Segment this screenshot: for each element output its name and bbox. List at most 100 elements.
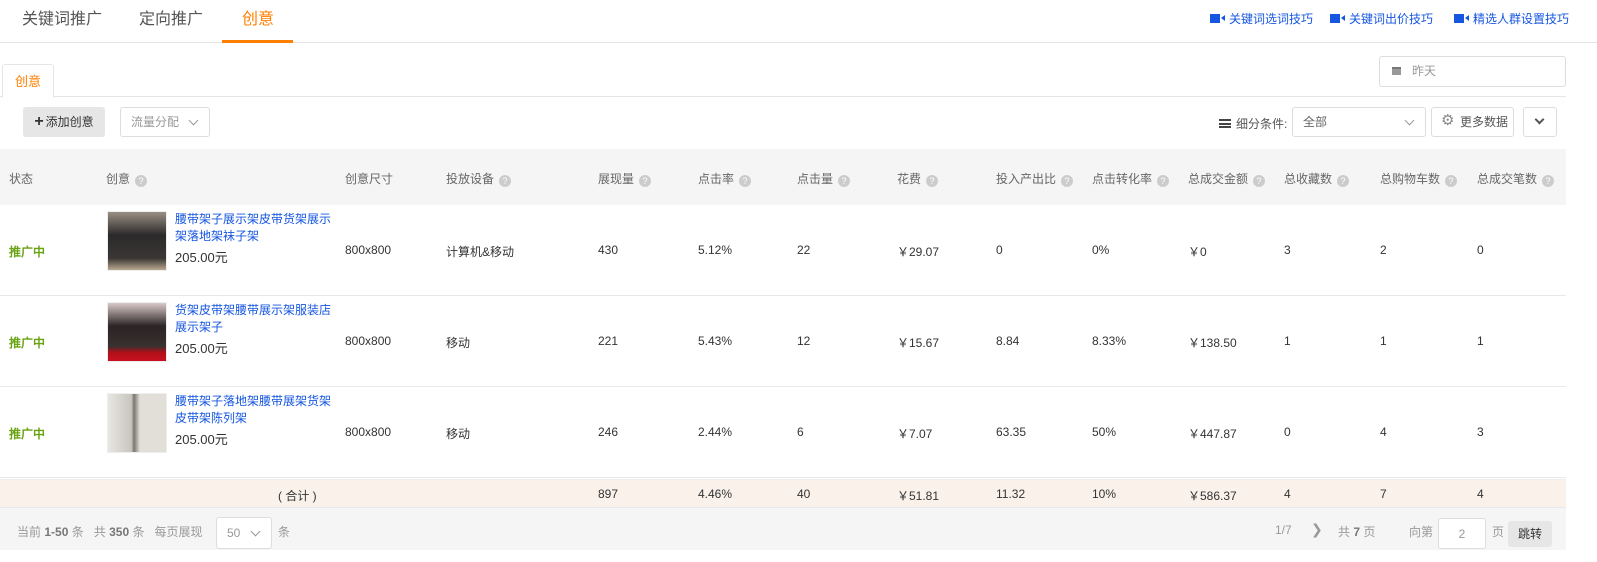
total-clicks: 40 xyxy=(797,487,811,501)
segment-label-text: 细分条件: xyxy=(1236,117,1288,131)
cell-impressions: 430 xyxy=(598,243,619,257)
column-header[interactable]: 状态 xyxy=(9,170,33,187)
column-header[interactable]: 点击量? xyxy=(797,170,851,187)
cell-fav: 0 xyxy=(1284,425,1291,439)
subtab-creative[interactable]: 创意 xyxy=(2,64,54,98)
creative-title-link[interactable]: 腰带架子展示架皮带货架展示架落地架袜子架 xyxy=(175,212,332,243)
per-page-unit: 条 xyxy=(278,525,291,539)
help-icon[interactable]: ? xyxy=(1061,175,1074,187)
cell-gmv: ￥0 xyxy=(1188,245,1207,259)
active-tab-indicator xyxy=(222,40,293,43)
range-info: 当前 1-50 条 共 350 条 每页展现 xyxy=(17,523,203,540)
total-roi: 11.32 xyxy=(996,487,1026,501)
column-header[interactable]: 创意尺寸 xyxy=(345,170,393,187)
cell-impressions: 221 xyxy=(598,334,619,348)
help-icon[interactable]: ? xyxy=(739,175,752,187)
range-unit: 条 xyxy=(71,525,84,539)
range-value: 1-50 xyxy=(44,525,69,539)
column-header[interactable]: 投入产出比? xyxy=(996,170,1074,187)
table-row: 推广中 800x800 计算机&移动 430 5.12% 22 ￥29.07 0 0% ￥0 3 2 0… xyxy=(0,205,1566,296)
cell-cart: 2 xyxy=(1380,243,1387,257)
expand-button[interactable] xyxy=(1523,107,1557,137)
total-count: 350 xyxy=(109,525,130,539)
pagination: 当前 1-50 条 共 350 条 每页展现 50 条 1/7 ❯ 共 7 页 … xyxy=(0,508,1566,550)
cell-ctr: 5.12% xyxy=(698,243,733,257)
column-header-label: 花费 xyxy=(897,172,922,186)
total-fav: 4 xyxy=(1284,487,1291,501)
column-header-label: 总购物车数 xyxy=(1380,172,1441,186)
cell-device: 移动 xyxy=(446,427,471,441)
column-header-label: 创意尺寸 xyxy=(345,172,394,186)
tab-targeted-promotion[interactable]: 定向推广 xyxy=(139,11,204,28)
list-icon xyxy=(1219,119,1231,128)
column-header[interactable]: 总收藏数? xyxy=(1284,170,1350,187)
jump-button[interactable]: 跳转 xyxy=(1508,521,1552,547)
chevron-down-icon xyxy=(188,115,199,126)
help-icon[interactable]: ? xyxy=(499,175,512,187)
help-icon[interactable]: ? xyxy=(1337,175,1350,187)
cell-orders: 0 xyxy=(1477,243,1484,257)
cell-clicks: 12 xyxy=(797,334,811,348)
tab-creative[interactable]: 创意 xyxy=(242,11,275,28)
help-link-keyword-select[interactable]: 关键词选词技巧 xyxy=(1210,10,1313,27)
help-icon[interactable]: ? xyxy=(639,175,652,187)
column-header[interactable]: 点击转化率? xyxy=(1092,170,1170,187)
creative-thumbnail[interactable] xyxy=(107,302,167,362)
cell-cart: 1 xyxy=(1380,334,1387,348)
column-header[interactable]: 投放设备? xyxy=(446,170,512,187)
column-header[interactable]: 展现量? xyxy=(598,170,652,187)
help-link-label: 精选人群设置技巧 xyxy=(1473,12,1570,26)
help-icon[interactable]: ? xyxy=(838,175,851,187)
help-icon[interactable]: ? xyxy=(1253,175,1266,187)
help-link-crowd-setting[interactable]: 精选人群设置技巧 xyxy=(1454,10,1569,27)
total-prefix: 共 xyxy=(93,525,106,539)
column-header[interactable]: 创意? xyxy=(106,170,148,187)
help-icon[interactable]: ? xyxy=(926,175,939,187)
cell-ctr: 5.43% xyxy=(698,334,733,348)
cell-status: 推广中 xyxy=(9,427,46,441)
per-page-value: 50 xyxy=(227,526,241,540)
cell-cvr: 8.33% xyxy=(1092,334,1127,348)
help-icon[interactable]: ? xyxy=(1445,175,1458,187)
cell-status: 推广中 xyxy=(9,245,46,259)
creative-title-link[interactable]: 腰带架子落地架腰带展架货架皮带架陈列架 xyxy=(175,394,332,425)
cell-size: 800x800 xyxy=(345,334,392,348)
column-header-label: 总成交金额 xyxy=(1188,172,1249,186)
creative-thumbnail[interactable] xyxy=(107,393,167,453)
cell-orders: 3 xyxy=(1477,425,1484,439)
add-creative-label: 添加创意 xyxy=(45,115,94,129)
next-page-icon[interactable]: ❯ xyxy=(1311,521,1323,537)
column-header[interactable]: 花费? xyxy=(897,170,939,187)
help-icon[interactable]: ? xyxy=(135,175,148,187)
video-icon xyxy=(1330,14,1345,23)
goto-page-input[interactable] xyxy=(1438,518,1486,549)
video-icon xyxy=(1454,14,1469,23)
column-header-label: 点击量 xyxy=(797,172,834,186)
total-label: ( 合计 ) xyxy=(278,489,317,503)
pages-unit: 页 xyxy=(1363,525,1376,539)
goto-unit: 页 xyxy=(1492,525,1505,539)
column-header[interactable]: 总成交笔数? xyxy=(1477,170,1555,187)
help-icon[interactable]: ? xyxy=(1542,175,1555,187)
toolbar: + 添加创意 流量分配 细分条件: 全部 ⚙ 更多数据 xyxy=(0,97,1566,149)
column-header[interactable]: 点击率? xyxy=(698,170,752,187)
date-filter[interactable]: 昨天 xyxy=(1379,56,1566,87)
column-header-label: 点击转化率 xyxy=(1092,172,1153,186)
more-data-button[interactable]: ⚙ 更多数据 xyxy=(1431,107,1514,137)
help-link-keyword-bid[interactable]: 关键词出价技巧 xyxy=(1330,10,1433,27)
traffic-allocation-dropdown[interactable]: 流量分配 xyxy=(120,107,210,137)
cell-status: 推广中 xyxy=(9,336,46,350)
add-creative-button[interactable]: + 添加创意 xyxy=(23,107,105,137)
creative-title-link[interactable]: 货架皮带架腰带展示架服装店展示架子 xyxy=(175,303,332,334)
column-header[interactable]: 总成交金额? xyxy=(1188,170,1266,187)
cell-size: 800x800 xyxy=(345,425,392,439)
column-header[interactable]: 总购物车数? xyxy=(1380,170,1458,187)
creative-thumbnail[interactable] xyxy=(107,211,167,271)
help-link-label: 关键词出价技巧 xyxy=(1349,12,1434,26)
more-data-label: 更多数据 xyxy=(1460,115,1509,129)
column-header-label: 点击率 xyxy=(698,172,735,186)
help-icon[interactable]: ? xyxy=(1157,175,1170,187)
per-page-dropdown[interactable]: 50 xyxy=(216,517,272,549)
segment-dropdown[interactable]: 全部 xyxy=(1292,107,1426,137)
tab-keyword-promotion[interactable]: 关键词推广 xyxy=(22,11,103,28)
